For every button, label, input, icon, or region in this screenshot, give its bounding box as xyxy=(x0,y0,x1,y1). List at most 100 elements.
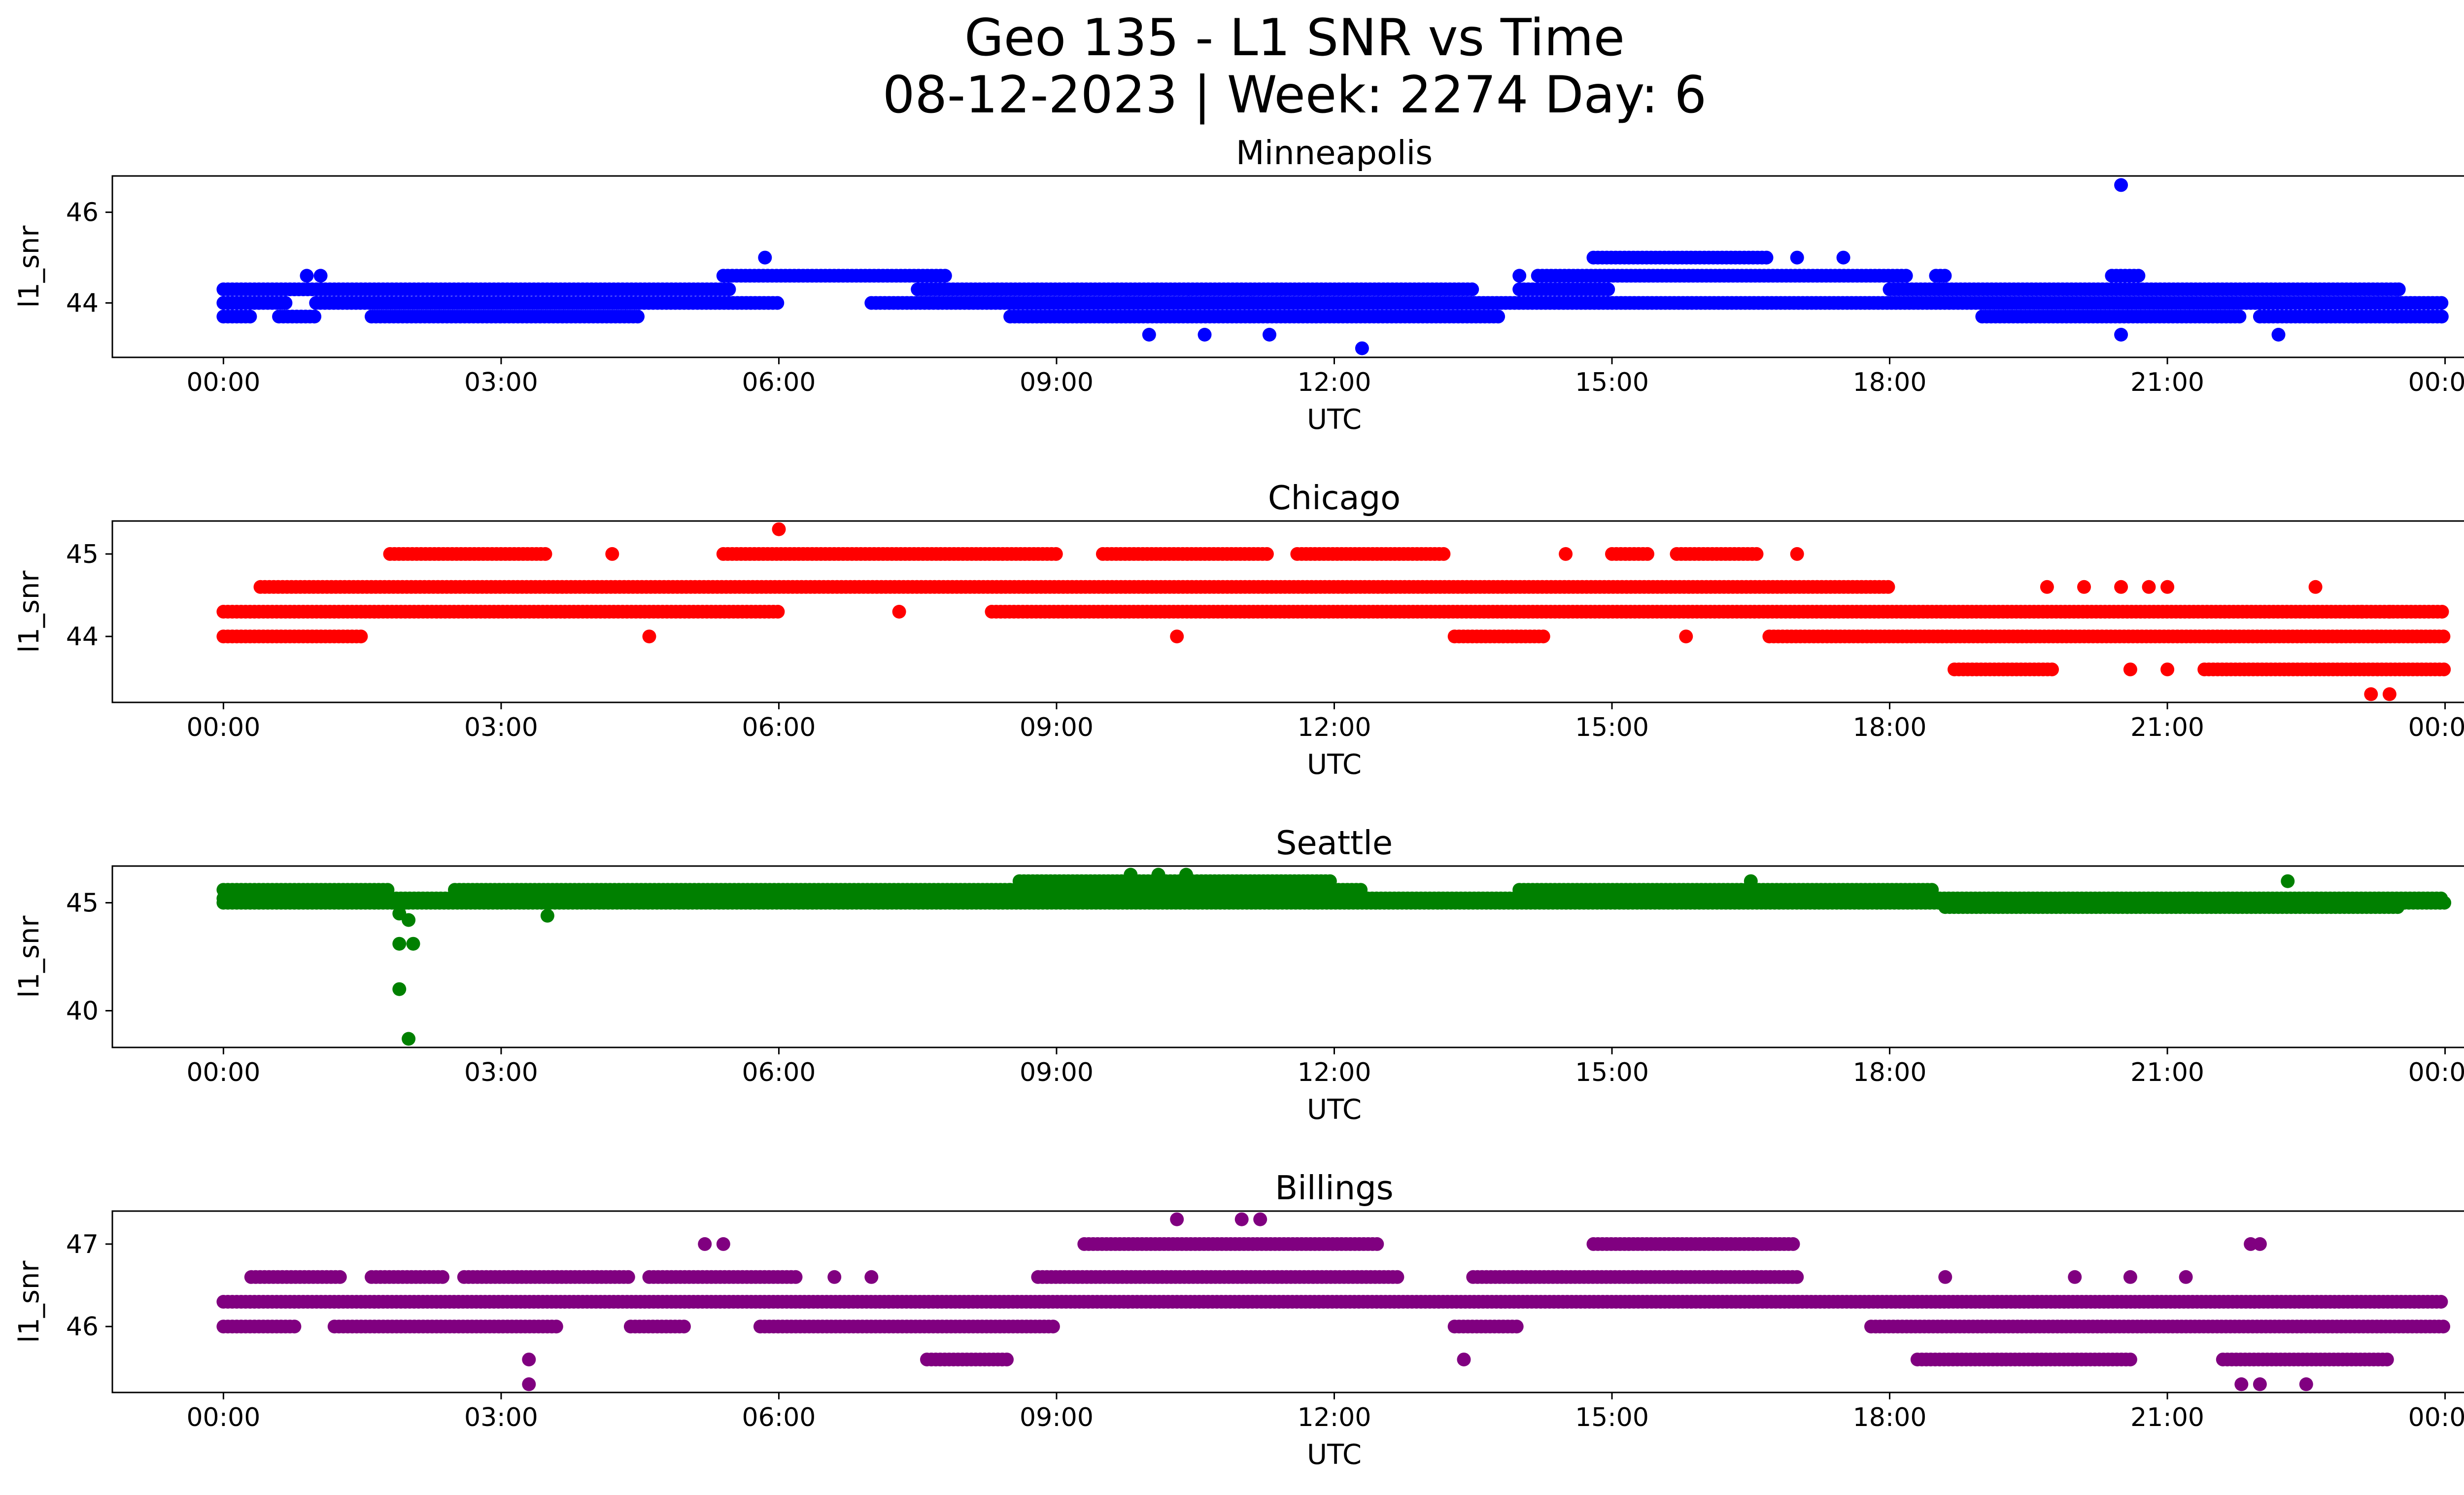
data-point xyxy=(1263,328,1276,342)
data-point xyxy=(406,937,420,951)
data-point xyxy=(243,310,257,324)
data-point xyxy=(2434,1295,2448,1309)
figure-title-line-2: 08-12-2023 | Week: 2274 Day: 6 xyxy=(883,66,1707,125)
x-tick-label: 18:00 xyxy=(1853,713,1927,742)
data-point xyxy=(1260,547,1274,561)
data-point xyxy=(770,296,785,310)
data-point xyxy=(1124,868,1138,882)
data-point xyxy=(2437,896,2452,910)
data-point xyxy=(2077,580,2091,594)
data-point xyxy=(2114,328,2128,342)
data-point xyxy=(287,1320,302,1334)
y-tick-label: 44 xyxy=(66,289,99,318)
data-point xyxy=(1509,1320,1524,1334)
data-point xyxy=(1142,328,1156,342)
data-point xyxy=(2308,580,2323,594)
data-point xyxy=(313,269,328,283)
x-axis-label: UTC xyxy=(1307,1094,1362,1126)
data-point xyxy=(278,296,293,310)
data-point xyxy=(540,908,554,923)
data-point xyxy=(892,605,906,619)
data-point xyxy=(1465,282,1479,296)
y-tick-label: 46 xyxy=(66,198,99,228)
data-point xyxy=(2382,687,2396,701)
data-point xyxy=(2436,629,2451,644)
data-point xyxy=(938,269,952,283)
x-tick-label: 12:00 xyxy=(1298,713,1371,742)
data-point xyxy=(2131,269,2146,283)
y-axis-label: l1_snr xyxy=(13,225,45,308)
data-point xyxy=(1744,874,1758,888)
data-point xyxy=(308,310,322,324)
data-point xyxy=(2114,580,2128,594)
data-point xyxy=(1323,874,1337,888)
data-point xyxy=(1354,883,1368,897)
x-tick-label: 00:00 xyxy=(186,713,260,742)
y-axis-label: l1_snr xyxy=(13,570,45,653)
x-axis-label: UTC xyxy=(1307,404,1362,436)
data-series xyxy=(216,1212,2450,1391)
data-point xyxy=(1170,629,1184,644)
x-tick-label: 06:00 xyxy=(742,1058,816,1087)
data-point xyxy=(772,522,786,536)
x-tick-label: 00:00 xyxy=(2408,713,2464,742)
data-point xyxy=(1759,250,1774,265)
x-tick-label: 03:00 xyxy=(464,713,538,742)
data-point xyxy=(2123,662,2137,677)
data-point xyxy=(392,937,407,951)
subplot-title: Minneapolis xyxy=(1236,134,1433,172)
x-tick-label: 00:00 xyxy=(186,368,260,397)
data-point xyxy=(380,883,395,897)
data-point xyxy=(2160,662,2175,677)
data-point xyxy=(2355,605,2369,619)
data-point xyxy=(2435,605,2449,619)
y-tick-label: 45 xyxy=(66,888,99,918)
data-point xyxy=(1536,629,1550,644)
data-point xyxy=(2271,328,2286,342)
x-tick-label: 15:00 xyxy=(1575,1058,1649,1087)
data-point xyxy=(2114,178,2128,192)
data-point xyxy=(402,1032,416,1046)
data-point xyxy=(1925,883,1939,897)
data-point xyxy=(354,629,368,644)
subplot-title: Billings xyxy=(1275,1169,1393,1207)
data-point xyxy=(2142,580,2156,594)
x-tick-label: 00:00 xyxy=(2408,1058,2464,1087)
x-tick-label: 00:00 xyxy=(2408,368,2464,397)
data-point xyxy=(642,629,656,644)
data-point xyxy=(1881,580,1895,594)
data-point xyxy=(722,282,736,296)
x-tick-label: 12:00 xyxy=(1298,368,1371,397)
data-point xyxy=(2040,580,2054,594)
data-point xyxy=(1046,1320,1060,1334)
data-point xyxy=(1836,250,1850,265)
x-tick-label: 00:00 xyxy=(186,1058,260,1087)
x-tick-label: 21:00 xyxy=(2130,713,2204,742)
data-point xyxy=(605,547,619,561)
data-point xyxy=(1049,547,1063,561)
data-point xyxy=(1151,868,1165,882)
y-tick-label: 45 xyxy=(66,540,99,569)
data-point xyxy=(1601,282,1615,296)
data-point xyxy=(402,913,416,927)
x-tick-label: 09:00 xyxy=(1020,713,1094,742)
data-point xyxy=(300,269,314,283)
x-tick-label: 12:00 xyxy=(1298,1058,1371,1087)
subplot-title: Chicago xyxy=(1268,479,1401,517)
data-point xyxy=(2160,580,2175,594)
data-point xyxy=(2392,282,2406,296)
data-point xyxy=(1679,629,1693,644)
y-tick-label: 40 xyxy=(66,997,99,1026)
x-tick-label: 21:00 xyxy=(2130,1058,2204,1087)
data-point xyxy=(677,1320,691,1334)
data-point xyxy=(771,605,785,619)
x-tick-label: 15:00 xyxy=(1575,713,1649,742)
data-point xyxy=(1512,269,1527,283)
x-tick-label: 03:00 xyxy=(464,368,538,397)
y-axis-label: l1_snr xyxy=(13,915,45,998)
x-tick-label: 18:00 xyxy=(1853,1058,1927,1087)
x-tick-label: 18:00 xyxy=(1853,368,1927,397)
